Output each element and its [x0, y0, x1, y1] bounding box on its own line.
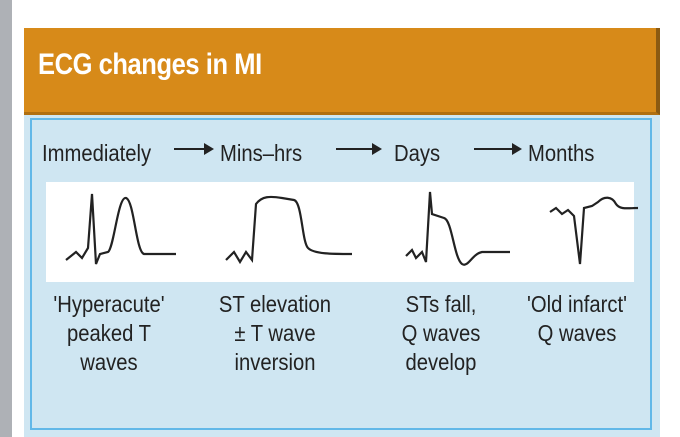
caption-st-elevation: ST elevation ± T wave inversion: [200, 290, 350, 377]
card-title: ECG changes in MI: [38, 48, 262, 81]
caption-sts-fall-line-3: develop: [405, 349, 477, 375]
caption-st-elevation-line-2: ± T wave: [234, 320, 316, 346]
left-edge-strip: [0, 0, 12, 437]
caption-st-elevation-line-3: inversion: [234, 349, 316, 375]
caption-hyperacute-line-3: waves: [80, 349, 138, 375]
ecg-wave-old-infarct: [549, 196, 639, 265]
timeline-arrow-1: [174, 143, 214, 155]
caption-st-elevation-line-1: ST elevation: [218, 291, 332, 317]
caption-old-infarct-line-1: 'Old infarct': [527, 291, 627, 317]
caption-sts-fall-line-2: Q waves: [401, 320, 481, 346]
caption-sts-fall-line-1: STs fall,: [405, 291, 477, 317]
caption-old-infarct: 'Old infarct' Q waves: [502, 290, 652, 348]
timeline-stage-days: Days: [394, 140, 441, 166]
ecg-wave-st-elevation: [225, 195, 353, 265]
ecg-wave-sts-fall: [405, 191, 510, 266]
timeline-arrow-3: [474, 143, 522, 155]
caption-hyperacute-line-2: peaked T: [66, 320, 152, 346]
caption-hyperacute-line-1: 'Hyperacute': [53, 291, 165, 317]
ecg-card: ECG changes in MI Immediately Mins–hrs D…: [24, 28, 660, 437]
timeline-stage-mins-hrs: Mins–hrs: [220, 140, 303, 166]
card-header: ECG changes in MI: [24, 28, 660, 115]
ecg-waveforms-panel: [46, 182, 639, 282]
timeline-arrow-2: [336, 143, 382, 155]
caption-old-infarct-line-2: Q waves: [537, 320, 617, 346]
caption-sts-fall: STs fall, Q waves develop: [366, 290, 516, 377]
card-body: Immediately Mins–hrs Days Months 'Hypera…: [30, 118, 652, 430]
ecg-wave-hyperacute: [65, 193, 176, 265]
timeline-stage-immediately: Immediately: [42, 140, 152, 166]
timeline-stage-months: Months: [528, 140, 595, 166]
caption-hyperacute: 'Hyperacute' peaked T waves: [34, 290, 184, 377]
timeline: Immediately Mins–hrs Days Months: [32, 120, 650, 180]
